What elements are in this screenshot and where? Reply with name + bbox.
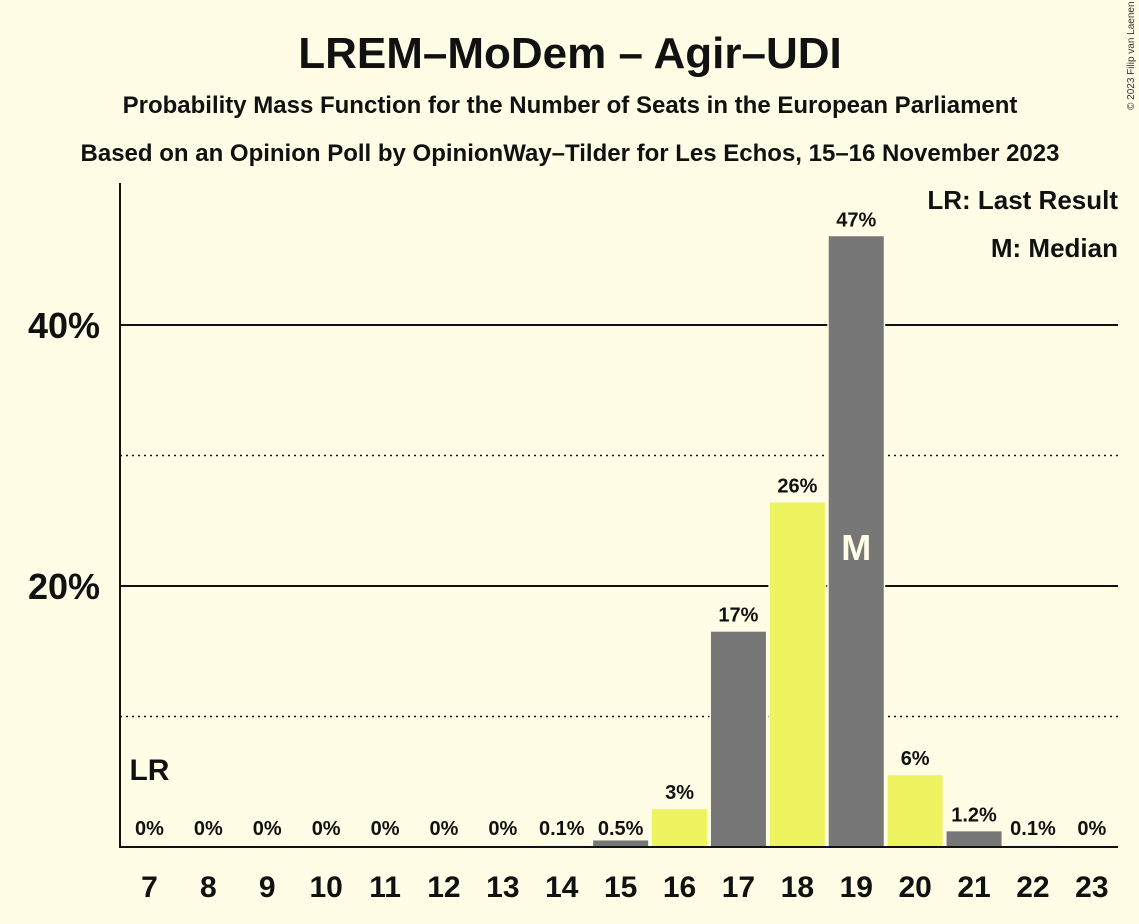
last-result-marker: LR — [129, 754, 169, 787]
data-label-21: 1.2% — [951, 804, 997, 826]
chart-subtitle: Probability Mass Function for the Number… — [123, 92, 1018, 119]
x-tick-label-13: 13 — [486, 871, 519, 904]
x-tick-label-23: 23 — [1075, 871, 1108, 904]
x-tick-label-8: 8 — [200, 871, 217, 904]
median-marker: M — [841, 527, 871, 568]
data-label-20: 6% — [901, 748, 930, 770]
bar-19 — [828, 236, 884, 847]
data-label-11: 0% — [371, 818, 400, 840]
data-label-9: 0% — [253, 818, 282, 840]
bars-group: 0% LR 0% 0% 0% 0% 0% 0% 0.1% 0.5% 3% 17% 26% 47% M 6% 1.… — [129, 209, 1107, 847]
data-label-17: 17% — [718, 605, 758, 627]
x-tick-label-22: 22 — [1016, 871, 1049, 904]
data-label-16: 3% — [665, 782, 694, 804]
bar-15 — [593, 840, 649, 847]
data-label-23: 0% — [1077, 818, 1106, 840]
x-tick-label-18: 18 — [781, 871, 814, 904]
bar-21 — [946, 831, 1002, 847]
data-label-12: 0% — [429, 818, 458, 840]
x-tick-label-19: 19 — [840, 871, 873, 904]
data-label-19: 47% — [836, 209, 876, 231]
x-tick-label-15: 15 — [604, 871, 637, 904]
data-label-13: 0% — [488, 818, 517, 840]
data-label-15: 0.5% — [598, 818, 644, 840]
x-tick-label-21: 21 — [957, 871, 990, 904]
chart-subtitle-source: Based on an Opinion Poll by OpinionWay–T… — [81, 140, 1060, 167]
x-tick-label-11: 11 — [369, 871, 401, 904]
bar-17 — [710, 631, 766, 847]
x-tick-label-20: 20 — [898, 871, 931, 904]
data-label-18: 26% — [777, 475, 817, 497]
x-tick-label-7: 7 — [141, 871, 158, 904]
x-tick-label-12: 12 — [427, 871, 460, 904]
data-label-14: 0.1% — [539, 818, 585, 840]
y-tick-label: 40% — [28, 305, 100, 346]
axes-group: 20% 40% 7 8 9 10 11 12 13 14 15 16 17 18 19 20 21 22 23 — [28, 183, 1118, 904]
data-label-22: 0.1% — [1010, 818, 1056, 840]
x-tick-label-9: 9 — [259, 871, 276, 904]
y-tick-label: 20% — [28, 566, 100, 607]
x-tick-label-16: 16 — [663, 871, 696, 904]
bar-16 — [652, 809, 708, 847]
data-label-8: 0% — [194, 818, 223, 840]
legend-last-result: LR: Last Result — [927, 185, 1118, 215]
data-label-7: 0% — [135, 818, 164, 840]
data-label-10: 0% — [312, 818, 341, 840]
bar-20 — [887, 775, 943, 847]
x-tick-label-14: 14 — [545, 871, 579, 904]
bar-18 — [769, 502, 825, 847]
gridlines — [120, 324, 1118, 718]
x-tick-label-17: 17 — [722, 871, 755, 904]
chart-title: LREM–MoDem – Agir–UDI — [298, 29, 842, 78]
legend-median: M: Median — [991, 233, 1118, 263]
x-tick-label-10: 10 — [309, 871, 342, 904]
copyright-text: © 2023 Filip van Laenen — [1126, 1, 1137, 110]
